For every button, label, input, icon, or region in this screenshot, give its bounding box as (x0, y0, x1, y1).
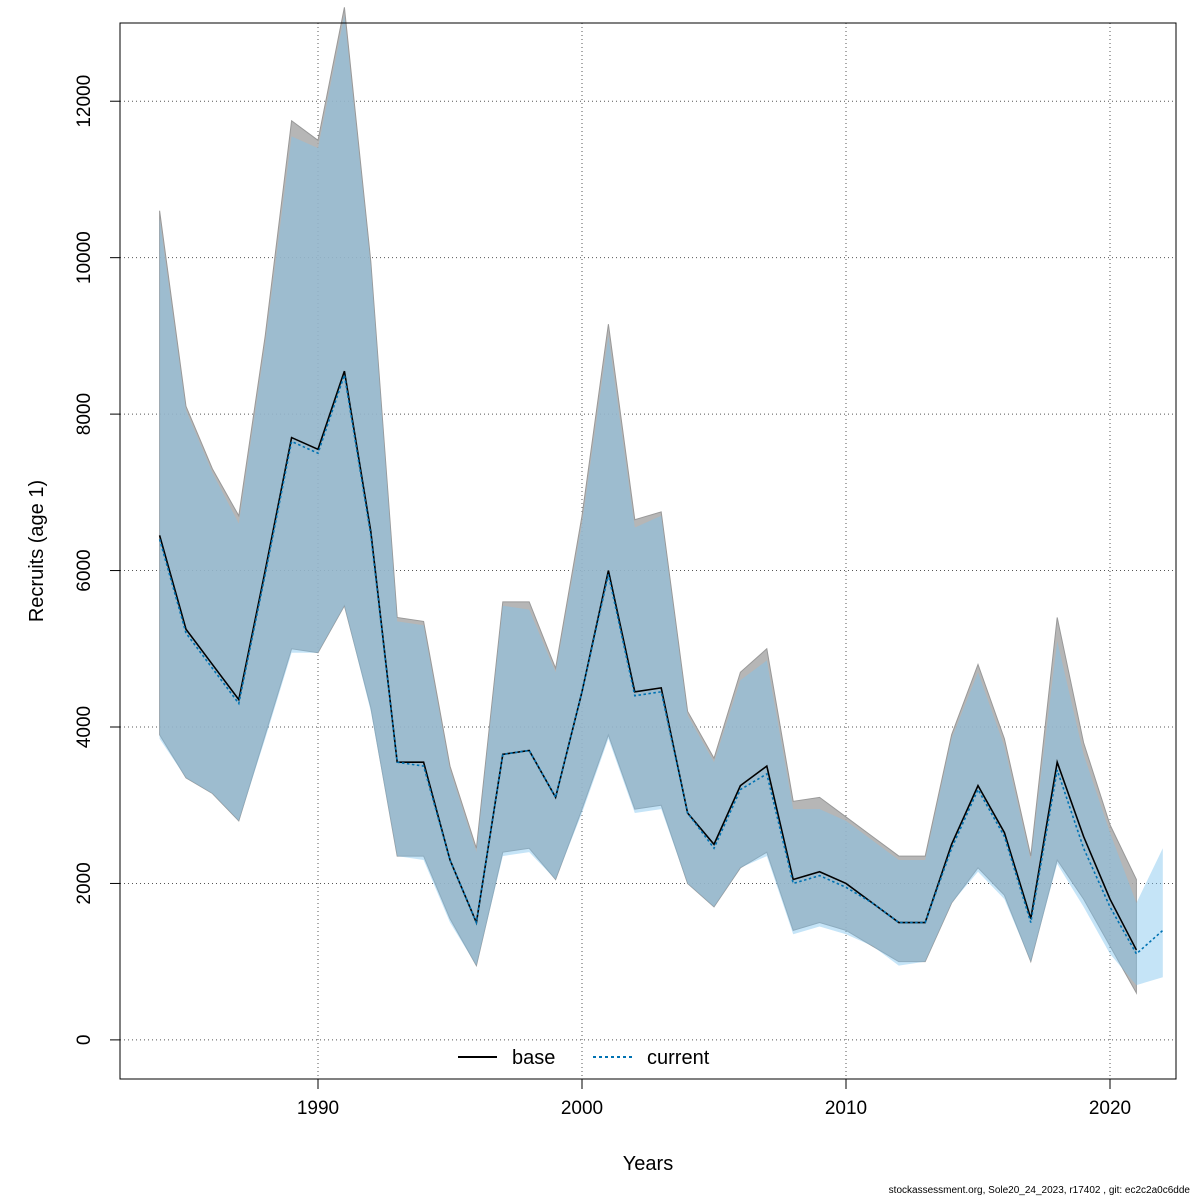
y-tick-label: 8000 (74, 393, 95, 435)
y-tick-label: 6000 (74, 549, 95, 591)
band-current (159, 15, 1163, 986)
y-tick-label: 12000 (74, 75, 95, 128)
grid (120, 23, 1176, 1079)
x-axis-title: Years (623, 1153, 673, 1175)
y-axis-title: Recruits (age 1) (26, 480, 48, 622)
plot-frame (119, 22, 1177, 1080)
y-tick-label: 10000 (74, 231, 95, 284)
y-tick-label: 0 (74, 1035, 95, 1046)
footer-caption: stockassessment.org, Sole20_24_2023, r17… (888, 1185, 1190, 1196)
confidence-bands (159, 7, 1163, 995)
series-lines (158, 370, 1164, 956)
line-base (158, 370, 1138, 951)
x-tick-label: 2020 (1089, 1098, 1131, 1119)
y-tick-label: 4000 (74, 706, 95, 748)
band-base (159, 7, 1137, 995)
legend: base current (458, 1047, 710, 1069)
x-tick-label: 2000 (561, 1098, 603, 1119)
y-tick-label: 2000 (74, 862, 95, 904)
x-tick-label: 2010 (825, 1098, 867, 1119)
axes: 1990 2000 2010 2020 0 2000 4000 6000 8000 10000 12… (74, 75, 1131, 1119)
x-tick-label: 1990 (297, 1098, 339, 1119)
legend-label-base: base (512, 1047, 555, 1069)
legend-label-current: current (647, 1047, 710, 1069)
